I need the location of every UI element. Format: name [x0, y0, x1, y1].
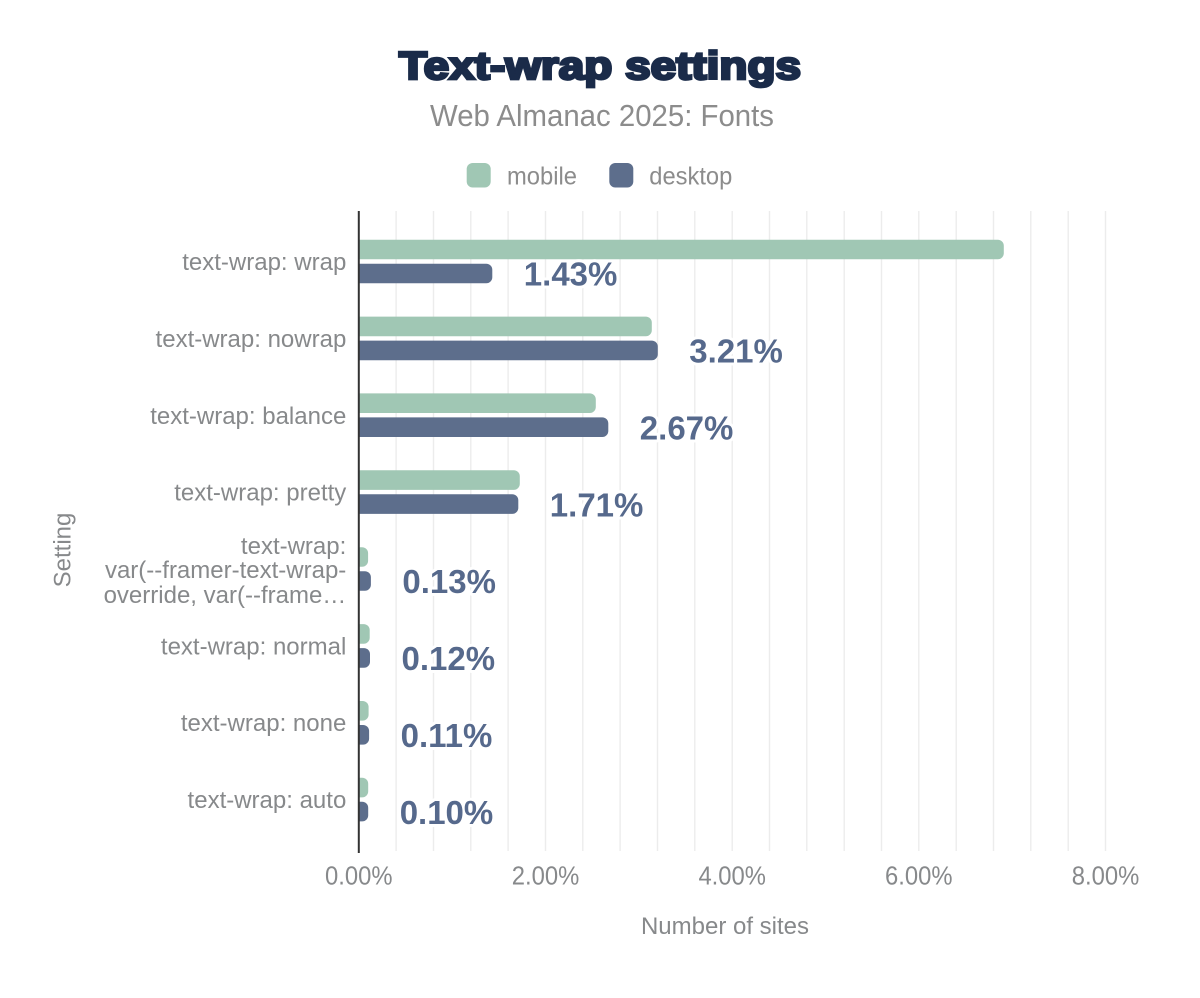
svg-text:mobile: mobile	[507, 163, 577, 191]
svg-text:8.00%: 8.00%	[1072, 862, 1140, 890]
svg-text:text-wrap: auto: text-wrap: auto	[188, 787, 347, 814]
svg-text:text-wrap: normal: text-wrap: normal	[161, 633, 346, 660]
svg-text:Web Almanac 2025: Fonts: Web Almanac 2025: Fonts	[430, 98, 774, 133]
svg-text:1.43%: 1.43%	[524, 256, 618, 293]
svg-text:0.10%: 0.10%	[400, 794, 494, 831]
svg-text:6.00%: 6.00%	[885, 862, 953, 890]
svg-text:Setting: Setting	[50, 513, 77, 588]
svg-text:text-wrap: balance: text-wrap: balance	[150, 403, 346, 430]
svg-text:4.00%: 4.00%	[698, 862, 766, 890]
svg-text:0.11%: 0.11%	[401, 717, 493, 754]
svg-text:text-wrap: wrap: text-wrap: wrap	[182, 249, 346, 276]
svg-text:text-wrap: pretty: text-wrap: pretty	[174, 480, 346, 507]
svg-text:text-wrap:: text-wrap:	[241, 533, 346, 560]
svg-text:text-wrap: nowrap: text-wrap: nowrap	[156, 326, 347, 353]
svg-text:var(--framer-text-wrap-: var(--framer-text-wrap-	[105, 557, 346, 584]
svg-text:2.67%: 2.67%	[640, 409, 734, 446]
svg-text:text-wrap: none: text-wrap: none	[181, 710, 346, 737]
svg-text:1.71%: 1.71%	[550, 486, 644, 523]
svg-text:0.00%: 0.00%	[325, 862, 393, 890]
svg-text:3.21%: 3.21%	[689, 333, 783, 370]
svg-text:2.00%: 2.00%	[512, 862, 580, 890]
svg-text:override, var(--frame…: override, var(--frame…	[104, 582, 347, 609]
svg-text:Text-wrap settings: Text-wrap settings	[399, 45, 801, 88]
svg-text:0.12%: 0.12%	[402, 640, 496, 677]
svg-text:desktop: desktop	[649, 163, 732, 191]
svg-text:Number of sites: Number of sites	[641, 913, 809, 940]
svg-text:0.13%: 0.13%	[402, 563, 496, 600]
